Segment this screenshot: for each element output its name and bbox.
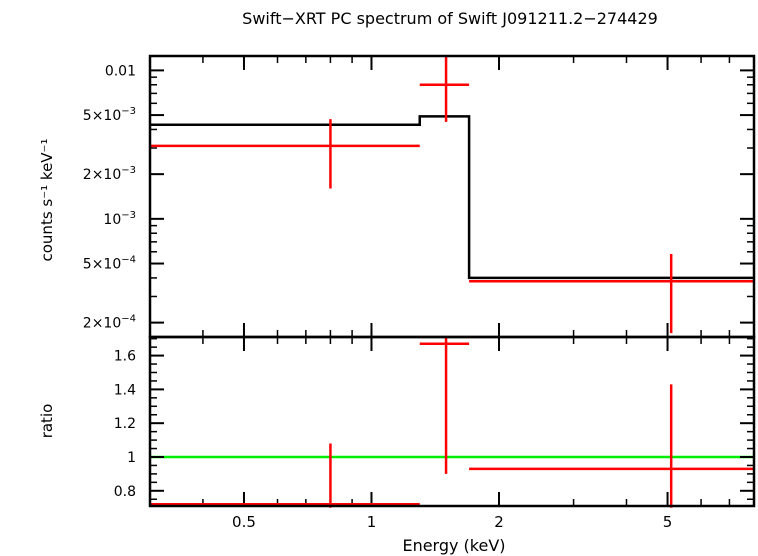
y-tick-label: 5×10−4 <box>83 255 136 273</box>
y-tick-label: 0.01 <box>105 63 136 79</box>
y-tick-label: 2×10−3 <box>83 165 136 183</box>
model-step-line <box>150 115 754 280</box>
chart-title: Swift−XRT PC spectrum of Swift J091211.2… <box>242 9 658 28</box>
upper-panel: 0.01 5×10−3 2×10−3 10−3 5×10−4 2×10−4 <box>83 54 756 339</box>
data-point <box>469 253 754 334</box>
y-tick-label: 0.8 <box>114 484 136 500</box>
y-tick-label: 1.6 <box>114 349 136 365</box>
y-tick-label: 10−3 <box>103 210 136 228</box>
lower-plot-frame <box>148 335 756 508</box>
data-point <box>150 119 420 189</box>
ratio-point <box>469 384 754 508</box>
y-tick-label: 1 <box>127 450 136 466</box>
y-tick-label: 5×10−3 <box>83 106 136 124</box>
x-tick-label: 1 <box>367 513 377 531</box>
x-axis-label: Energy (keV) <box>402 536 505 555</box>
ratio-point <box>150 443 420 508</box>
upper-plot-frame <box>148 54 756 339</box>
x-tick-label: 2 <box>494 513 504 531</box>
upper-y-axis-label: counts s⁻¹ keV⁻¹ <box>38 139 56 262</box>
x-tick-label: 5 <box>663 513 673 531</box>
y-tick-label: 1.4 <box>114 382 136 398</box>
lower-y-axis-label: ratio <box>38 404 56 439</box>
lower-panel: 0.8 1 1.2 1.4 1.6 0.5 1 2 5 <box>114 335 756 531</box>
ratio-point <box>419 337 470 474</box>
y-tick-label: 1.2 <box>114 416 136 432</box>
data-point <box>419 56 470 122</box>
y-tick-label: 2×10−4 <box>83 314 136 332</box>
x-tick-label: 0.5 <box>232 513 256 531</box>
